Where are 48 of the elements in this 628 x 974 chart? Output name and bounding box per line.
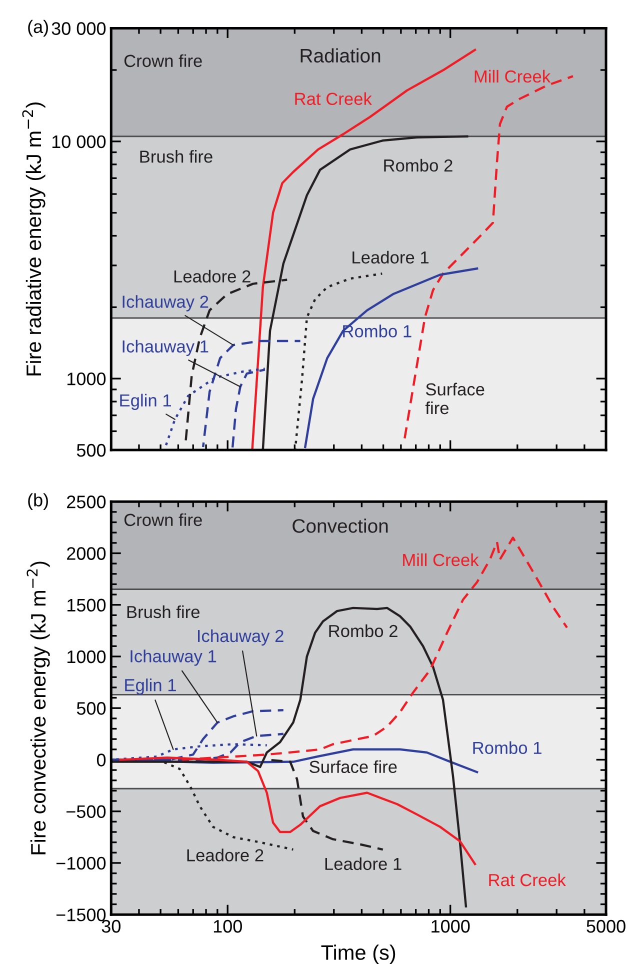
annotation: Convection — [292, 518, 388, 533]
y-tick-label: 1500 — [68, 598, 106, 612]
y-tick-label: −1500 — [56, 908, 106, 922]
annotation: Radiation — [300, 48, 380, 63]
chart-title: (b) — [28, 493, 48, 510]
y-tick-label: −1000 — [56, 856, 106, 870]
series-label: Rombo 2 — [329, 624, 398, 638]
text: Ichauway 1 — [122, 340, 208, 356]
text: Ichauway 2 — [198, 629, 284, 646]
chart-title: (a) — [28, 20, 48, 37]
band-label: Crown fire — [124, 513, 202, 526]
series-label: Mill Creek — [403, 553, 479, 566]
y-axis-title: Fire radiative energy (kJ m$^{−2}$) — [22, 102, 46, 376]
series-label: Rat Creek — [489, 873, 566, 886]
y-tick-label: 500 — [76, 444, 106, 457]
y-tick-label: 1000 — [68, 650, 106, 664]
text: Eglin 1 — [125, 678, 176, 695]
text: Ichauway 2 — [122, 295, 208, 312]
band-label: Brush fire — [140, 150, 212, 163]
x-axis-title: Time (s) — [321, 944, 396, 964]
series-label: Rat Creek — [295, 92, 372, 106]
y-tick-label: 500 — [76, 702, 106, 715]
y-tick-label: 1000 — [68, 372, 106, 386]
band-label: Crown fire — [124, 54, 202, 68]
series-label: Leadore 1 — [325, 857, 402, 870]
band-label: Brush fire — [127, 605, 200, 618]
series-label: Leadore 1 — [352, 250, 429, 264]
series-label: Eglin 1 — [120, 394, 171, 410]
series-label: Leadore 2 — [174, 270, 250, 283]
y-tick-label: 0 — [96, 754, 106, 766]
x-tick-label: 5000 — [586, 920, 626, 933]
series-label: Leadore 2 — [187, 848, 264, 862]
x-tick-label: 100 — [214, 920, 242, 933]
series-label: Mill Creek — [474, 70, 551, 83]
y-axis-title: Fire convective energy (kJ m$^{−2}$) — [26, 562, 50, 854]
y-tick-label: 2000 — [67, 547, 106, 560]
x-tick-label: 30 — [102, 920, 120, 933]
series-label: Rombo 1 — [343, 324, 412, 338]
series-label: Rombo 2 — [384, 158, 452, 172]
series-label: Rombo 1 — [473, 741, 542, 754]
y-tick-label: 30 000 — [52, 22, 106, 35]
x-tick-label: 1000 — [432, 920, 470, 933]
y-tick-label: −500 — [66, 805, 106, 818]
y-tick-label: 10 000 — [52, 135, 106, 148]
text: Ichauway 1 — [130, 650, 216, 666]
y-tick-label: 2500 — [67, 496, 106, 508]
band-label: Surface fire — [310, 760, 397, 774]
band-label: Surface fire — [425, 382, 484, 414]
